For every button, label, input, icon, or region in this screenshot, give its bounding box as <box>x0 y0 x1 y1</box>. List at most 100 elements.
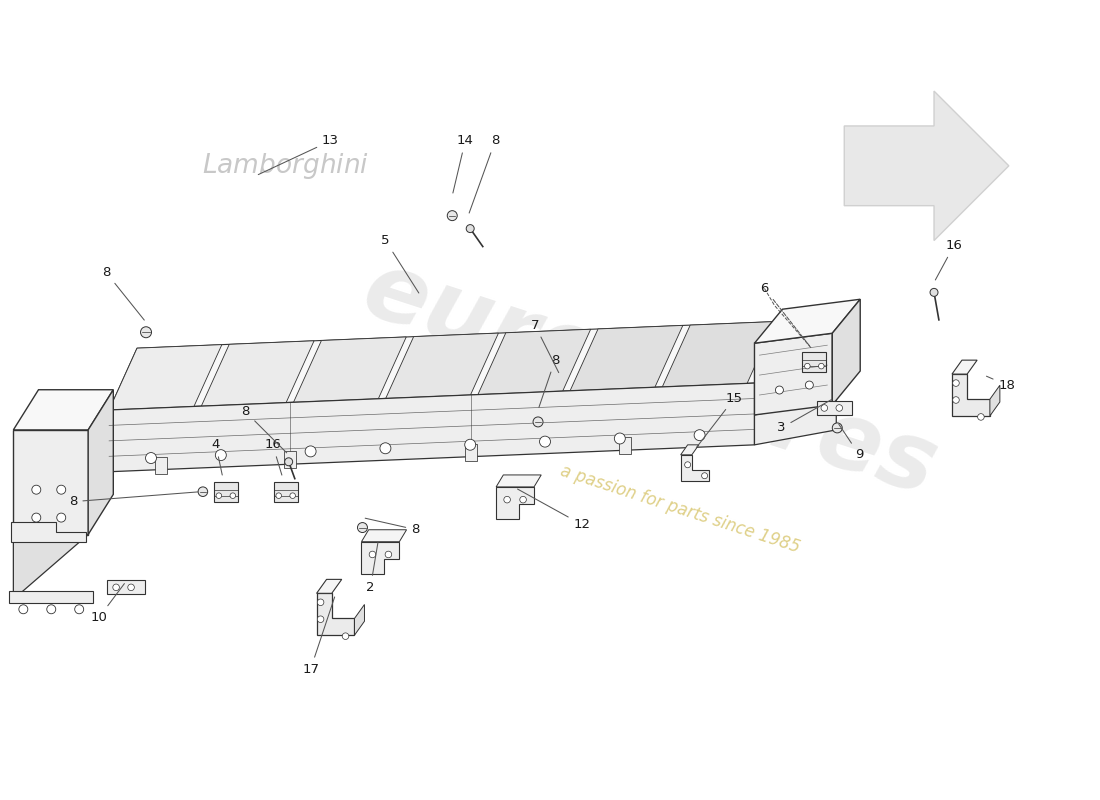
Polygon shape <box>477 330 591 394</box>
Polygon shape <box>496 475 541 487</box>
Polygon shape <box>107 580 145 594</box>
Circle shape <box>57 486 66 494</box>
Text: 2: 2 <box>366 542 378 594</box>
Polygon shape <box>681 445 698 455</box>
Circle shape <box>19 605 28 614</box>
Circle shape <box>342 633 349 639</box>
Circle shape <box>305 446 316 457</box>
Text: 17: 17 <box>302 597 334 675</box>
Text: 8: 8 <box>69 492 198 508</box>
Polygon shape <box>833 299 860 405</box>
Circle shape <box>504 496 510 503</box>
Circle shape <box>539 436 550 447</box>
Polygon shape <box>109 383 755 472</box>
Circle shape <box>804 363 810 369</box>
Text: 3: 3 <box>778 399 832 434</box>
Circle shape <box>953 397 959 403</box>
Text: 8: 8 <box>242 406 287 453</box>
Polygon shape <box>13 390 113 430</box>
Polygon shape <box>294 337 406 402</box>
Text: 5: 5 <box>382 234 419 293</box>
Circle shape <box>285 458 293 466</box>
Circle shape <box>805 381 813 389</box>
Circle shape <box>230 493 235 498</box>
Polygon shape <box>213 482 238 502</box>
Polygon shape <box>362 542 399 574</box>
Circle shape <box>464 439 475 450</box>
Polygon shape <box>619 438 631 454</box>
Polygon shape <box>681 455 708 481</box>
Circle shape <box>113 584 120 590</box>
Text: 12: 12 <box>517 489 591 531</box>
Circle shape <box>448 210 458 221</box>
Circle shape <box>702 473 707 478</box>
Text: 6: 6 <box>760 282 810 346</box>
Circle shape <box>818 363 824 369</box>
Circle shape <box>290 493 296 498</box>
Circle shape <box>379 442 390 454</box>
Circle shape <box>836 405 843 411</box>
Polygon shape <box>755 334 833 415</box>
Text: 13: 13 <box>258 134 339 174</box>
Polygon shape <box>755 400 836 445</box>
Polygon shape <box>317 579 342 594</box>
Text: 14: 14 <box>453 134 474 193</box>
Circle shape <box>534 417 543 427</box>
Text: 15: 15 <box>696 391 742 448</box>
Polygon shape <box>755 299 860 343</box>
Text: 7: 7 <box>531 318 559 373</box>
Polygon shape <box>362 530 407 542</box>
Text: 8: 8 <box>539 354 559 407</box>
Circle shape <box>466 225 474 233</box>
Polygon shape <box>990 386 1000 416</box>
Polygon shape <box>354 605 364 635</box>
Circle shape <box>821 405 827 411</box>
Polygon shape <box>155 457 167 474</box>
Polygon shape <box>570 326 683 390</box>
Polygon shape <box>496 487 534 518</box>
Circle shape <box>776 386 783 394</box>
Circle shape <box>128 584 134 590</box>
Polygon shape <box>317 594 354 635</box>
Circle shape <box>520 496 527 503</box>
Circle shape <box>32 513 41 522</box>
Circle shape <box>317 599 323 606</box>
Text: $\mathit{Lamborghini}$: $\mathit{Lamborghini}$ <box>202 151 370 181</box>
Polygon shape <box>88 390 113 534</box>
Circle shape <box>145 453 156 463</box>
Circle shape <box>684 462 691 468</box>
Circle shape <box>57 513 66 522</box>
Circle shape <box>930 288 938 296</box>
Polygon shape <box>817 401 851 415</box>
Circle shape <box>953 380 959 386</box>
Polygon shape <box>10 591 94 603</box>
Circle shape <box>216 493 221 498</box>
Circle shape <box>833 423 843 433</box>
Circle shape <box>216 450 227 461</box>
Circle shape <box>978 414 984 420</box>
Text: 16: 16 <box>935 239 962 280</box>
Circle shape <box>47 605 56 614</box>
Polygon shape <box>952 360 977 374</box>
Circle shape <box>276 493 282 498</box>
Circle shape <box>198 487 208 497</box>
Polygon shape <box>386 333 498 398</box>
Polygon shape <box>274 482 298 502</box>
Circle shape <box>385 551 392 558</box>
Text: 16: 16 <box>264 438 282 475</box>
Polygon shape <box>109 345 222 410</box>
Circle shape <box>75 605 84 614</box>
Polygon shape <box>952 374 990 416</box>
Text: eurospares: eurospares <box>351 244 948 516</box>
Polygon shape <box>802 352 826 372</box>
Polygon shape <box>11 522 86 542</box>
Text: 8: 8 <box>102 266 144 320</box>
Polygon shape <box>284 451 296 468</box>
Circle shape <box>614 433 625 444</box>
Circle shape <box>694 430 705 441</box>
Text: a passion for parts since 1985: a passion for parts since 1985 <box>558 462 802 557</box>
Polygon shape <box>109 322 782 410</box>
Text: 8: 8 <box>365 518 419 536</box>
Text: 10: 10 <box>90 583 124 624</box>
Text: 9: 9 <box>839 424 864 462</box>
